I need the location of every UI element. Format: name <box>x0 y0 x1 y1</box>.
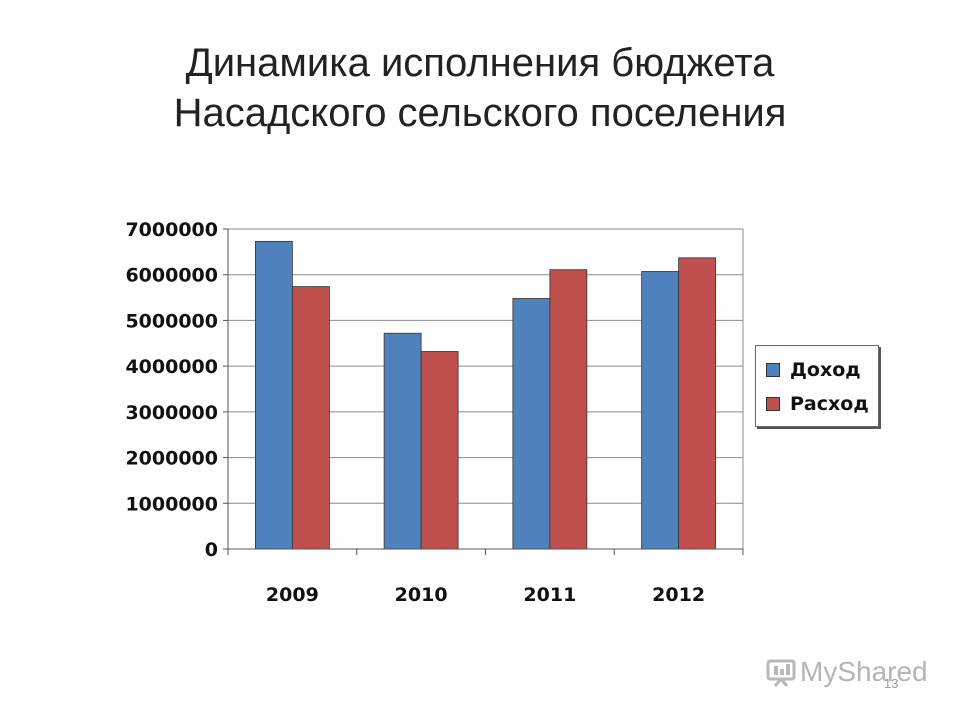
y-tick-label: 0 <box>205 539 218 561</box>
page-number: 13 <box>884 676 899 691</box>
legend-swatch-income <box>766 363 780 377</box>
slide-title-line-2: Насадского сельского поселения <box>173 91 787 135</box>
tick-labels: 0 1000000 2000000 3000000 4000000 5000000 6000… <box>125 219 705 606</box>
y-tick-label: 7000000 <box>125 219 218 241</box>
x-tick-label: 2011 <box>523 584 576 606</box>
legend-swatch-expense <box>766 397 780 411</box>
bar-expense-2009 <box>291 286 330 550</box>
y-tick-label: 3000000 <box>125 402 218 424</box>
y-tick-label: 1000000 <box>125 493 218 515</box>
legend-item-expense: Расход <box>766 392 869 416</box>
bar-income-2012 <box>641 271 680 550</box>
x-tick-label: 2009 <box>266 584 319 606</box>
y-tick-label: 5000000 <box>125 310 218 332</box>
bar-income-2011 <box>512 298 551 550</box>
presentation-board-icon <box>766 659 796 687</box>
slide-title-line-1: Динамика исполнения бюджета <box>185 41 775 85</box>
y-tick-label: 4000000 <box>125 356 218 378</box>
bars <box>254 240 717 550</box>
y-tick-label: 6000000 <box>125 265 218 287</box>
legend-label-expense: Расход <box>790 393 869 415</box>
bar-expense-2011 <box>549 269 588 550</box>
bar-expense-2012 <box>678 257 717 550</box>
axes <box>223 228 744 555</box>
y-tick-label: 2000000 <box>125 448 218 470</box>
legend-item-income: Доход <box>766 358 861 382</box>
legend-label-income: Доход <box>790 359 861 381</box>
bar-expense-2010 <box>420 351 459 550</box>
slide-title: Динамика исполнения бюджета Насадского с… <box>0 38 960 138</box>
bar-income-2010 <box>383 332 422 550</box>
x-tick-label: 2012 <box>652 584 705 606</box>
watermark-logo: MyShared <box>766 656 928 688</box>
bar-income-2009 <box>254 240 293 550</box>
watermark-text: MyShared <box>800 656 928 687</box>
x-tick-label: 2010 <box>395 584 448 606</box>
chart-legend: Доход Расход <box>755 345 879 427</box>
